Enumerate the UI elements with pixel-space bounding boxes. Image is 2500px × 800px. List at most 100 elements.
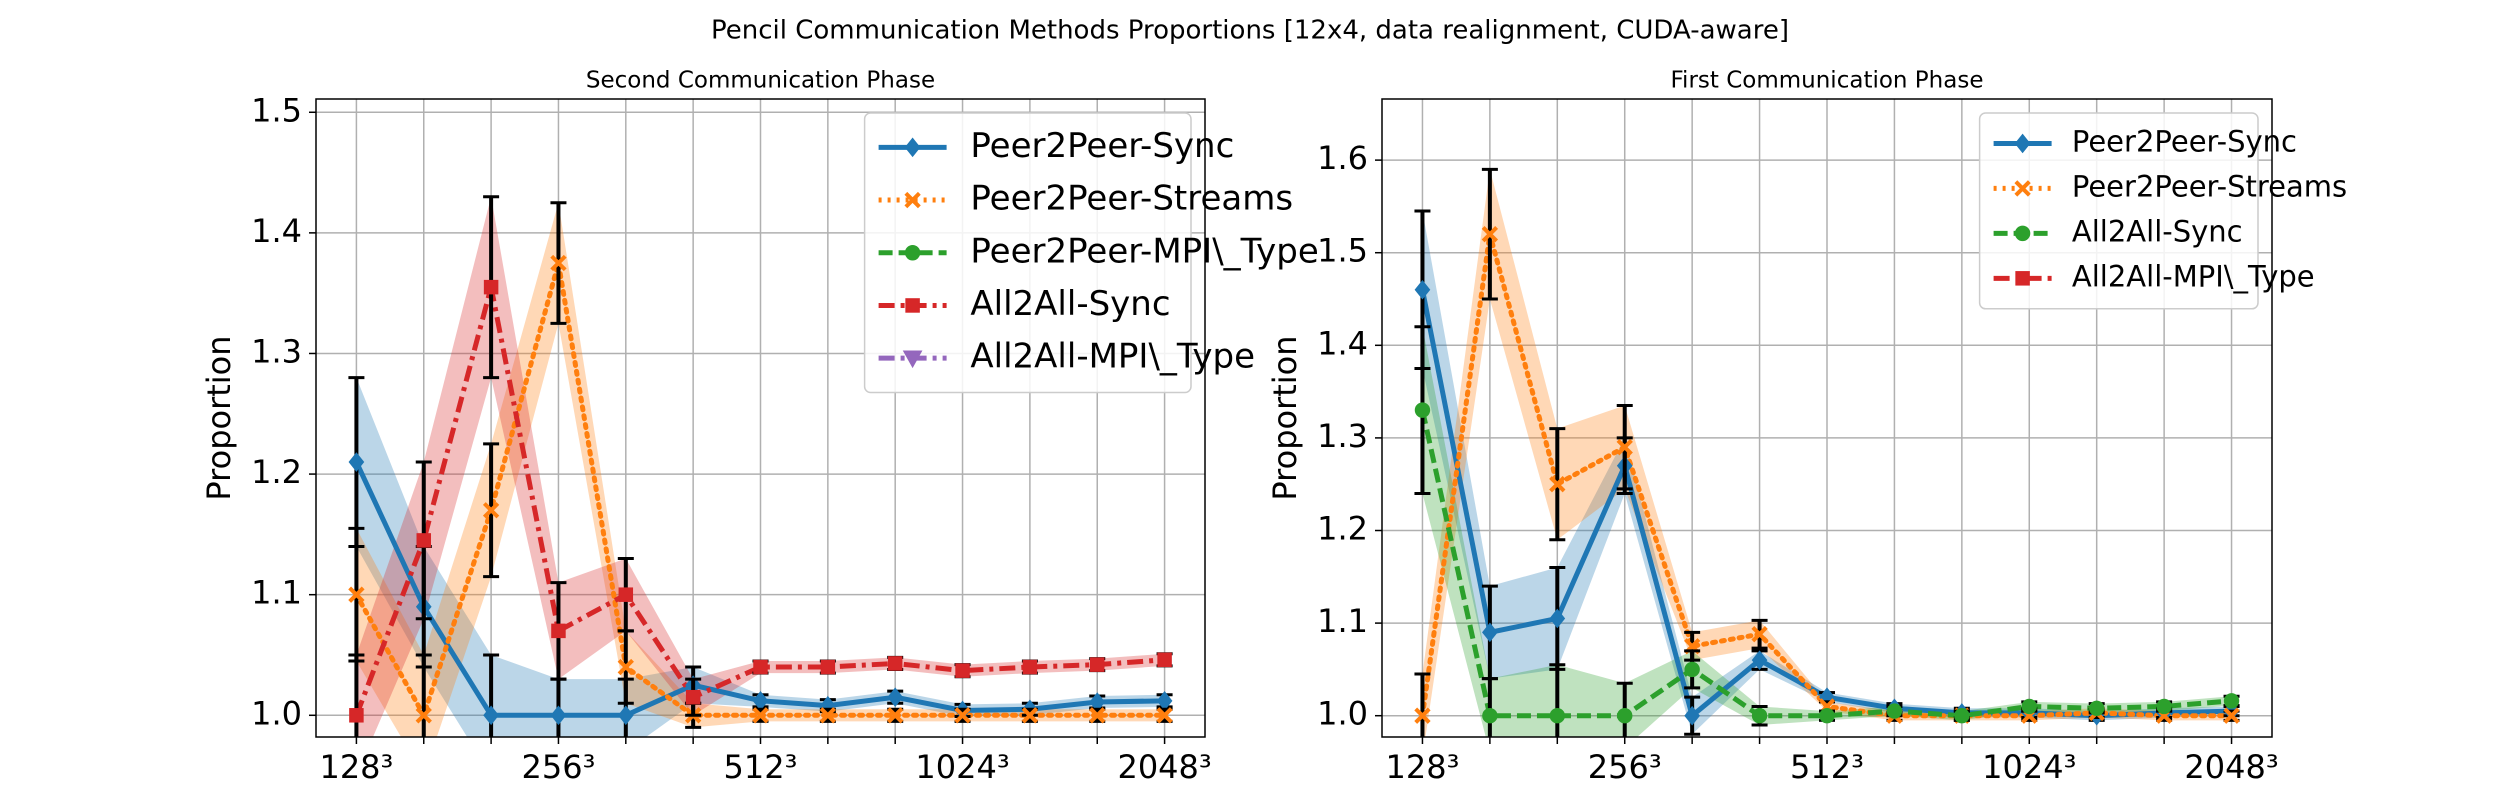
marker — [819, 707, 837, 724]
legend-label: Peer2Peer-Streams — [2072, 169, 2347, 203]
y-tick-label: 1.5 — [1317, 232, 1368, 270]
marker — [618, 587, 634, 602]
marker — [550, 705, 567, 726]
x-tick-label: 2048³ — [1117, 748, 1211, 786]
error-band — [356, 202, 1165, 737]
legend-label: Peer2Peer-MPI\_Type — [970, 231, 1318, 271]
marker — [1021, 707, 1039, 724]
error-band — [1422, 326, 2232, 737]
y-tick-label: 1.4 — [251, 212, 302, 250]
y-tick-label: 1.4 — [1317, 324, 1368, 362]
marker — [904, 245, 921, 261]
marker — [1751, 626, 1768, 643]
legend-label: All2All-Sync — [2072, 214, 2243, 248]
y-tick-label: 1.1 — [1317, 602, 1368, 640]
plot-area — [1414, 167, 2240, 737]
x-tick-label: 2048³ — [2184, 748, 2278, 786]
x-tick-label: 128³ — [1386, 748, 1460, 786]
marker — [1617, 708, 1633, 724]
legend-label: All2All-MPI\_Type — [2072, 259, 2315, 293]
y-tick-label: 1.6 — [1317, 139, 1368, 177]
y-axis-label: Proportion — [200, 335, 238, 500]
marker — [902, 350, 923, 369]
marker — [1751, 650, 1768, 670]
marker — [954, 707, 971, 724]
y-tick-label: 1.2 — [251, 453, 302, 491]
marker — [1482, 708, 1498, 724]
marker — [887, 707, 904, 724]
marker — [2014, 225, 2031, 242]
marker — [1751, 708, 1768, 724]
legend-label: Peer2Peer-Sync — [970, 126, 1234, 166]
x-tick-label: 256³ — [522, 748, 596, 786]
marker — [1022, 659, 1038, 675]
y-tick-label: 1.2 — [1317, 510, 1368, 548]
y-tick-label: 1.3 — [251, 332, 302, 370]
marker — [752, 707, 769, 724]
marker — [349, 708, 364, 723]
marker — [483, 705, 499, 726]
marker — [482, 502, 500, 519]
marker — [955, 663, 970, 678]
plot-area — [348, 195, 1173, 737]
marker — [1684, 705, 1700, 726]
legend-frame — [1978, 112, 2259, 310]
marker — [2014, 133, 2031, 154]
x-tick-label: 512³ — [1790, 748, 1864, 786]
marker — [550, 254, 567, 272]
axes-title: First Communication Phase — [1671, 68, 1984, 94]
x-tick-label: 128³ — [319, 748, 393, 786]
marker — [348, 452, 365, 472]
legend: Peer2Peer-Sync Peer2Peer-Streams All2All-S… — [1978, 112, 2347, 310]
axes-frame — [315, 98, 1206, 738]
marker — [1414, 279, 1431, 300]
marker — [617, 705, 634, 726]
legend-frame — [863, 112, 1192, 394]
y-tick-label: 1.0 — [251, 694, 302, 732]
marker — [1414, 707, 1431, 724]
marker — [1819, 708, 1835, 724]
marker — [1886, 703, 1903, 719]
marker — [904, 191, 921, 209]
marker — [483, 279, 499, 295]
marker — [1157, 652, 1172, 668]
axes-title: Second Communication Phase — [586, 68, 935, 94]
x-tick-label: 1024³ — [1982, 748, 2076, 786]
marker — [415, 707, 432, 724]
marker — [1549, 608, 1566, 629]
marker — [820, 659, 836, 675]
marker — [348, 586, 365, 603]
marker — [887, 687, 904, 708]
marker — [905, 298, 920, 313]
error-band — [1422, 169, 2232, 737]
y-tick-label: 1.5 — [251, 91, 302, 129]
marker — [1414, 402, 1431, 418]
marker — [2156, 698, 2172, 715]
marker — [416, 533, 432, 548]
marker — [753, 659, 768, 675]
marker — [1156, 707, 1173, 724]
legend-label: All2All-MPI\_Type — [970, 337, 1255, 377]
marker — [2015, 271, 2030, 286]
legend-label: Peer2Peer-Sync — [2072, 124, 2297, 158]
marker — [1482, 622, 1498, 643]
marker — [1089, 707, 1106, 724]
marker — [1549, 476, 1566, 493]
y-axis-label: Proportion — [1266, 335, 1304, 500]
y-tick-label: 1.0 — [1317, 695, 1368, 733]
legend-label: Peer2Peer-Streams — [970, 179, 1293, 219]
marker — [904, 137, 921, 158]
x-tick-label: 512³ — [724, 748, 798, 786]
marker — [1684, 661, 1700, 678]
marker — [2014, 180, 2031, 197]
figure-title: Pencil Communication Methods Proportions… — [711, 16, 1789, 46]
marker — [551, 623, 566, 639]
marker — [2021, 698, 2037, 715]
marker — [685, 689, 701, 705]
marker — [887, 656, 903, 671]
marker — [1089, 657, 1105, 672]
marker — [1481, 226, 1499, 243]
marker — [2223, 693, 2240, 709]
x-tick-label: 256³ — [1588, 748, 1662, 786]
